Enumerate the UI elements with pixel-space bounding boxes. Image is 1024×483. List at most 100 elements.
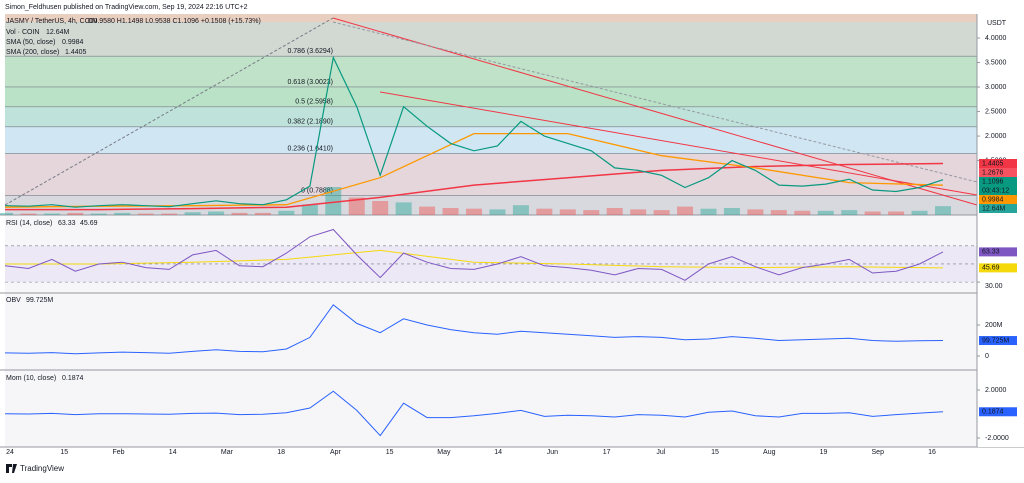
vol-value: 12.64M bbox=[46, 29, 70, 36]
sma200-value: 1.4405 bbox=[65, 49, 87, 56]
price-label: 1.2676 bbox=[982, 169, 1004, 176]
volume-bar bbox=[723, 208, 740, 215]
volume-bar bbox=[677, 206, 694, 215]
price-label: 03:43:12 bbox=[982, 187, 1009, 194]
trend-line bbox=[332, 21, 978, 183]
price-label: 0.1874 bbox=[982, 409, 1004, 416]
mom-title: Mom (10, close) bbox=[6, 375, 56, 382]
volume-bar bbox=[630, 209, 647, 215]
volume-bar bbox=[653, 210, 670, 215]
volume-bar bbox=[536, 208, 553, 215]
price-label-box bbox=[979, 263, 1017, 273]
volume-bar bbox=[442, 208, 459, 215]
volume-bar bbox=[184, 212, 201, 215]
price-label: 1.4405 bbox=[982, 160, 1004, 167]
fib-bands: 0.786 (3.6294) 0.618 (3.0023) 0.5 (2.5958)… bbox=[5, 22, 977, 215]
volume-bar bbox=[935, 206, 951, 215]
fib-label: 0 (0.7888) bbox=[301, 187, 333, 194]
rsi-ma-line bbox=[5, 249, 944, 269]
fib-top-band bbox=[5, 14, 977, 22]
fib-label: 0.786 (3.6294) bbox=[287, 48, 333, 55]
x-tick-label: Sep bbox=[872, 449, 885, 456]
volume-bar bbox=[0, 212, 13, 215]
x-tick-label: Jun bbox=[547, 449, 558, 456]
price-label-box bbox=[979, 203, 1017, 213]
x-tick-label: 15 bbox=[386, 449, 394, 456]
x-tick-label: Mar bbox=[221, 449, 234, 456]
x-tick-label: 15 bbox=[60, 449, 68, 456]
volume-bar bbox=[301, 204, 318, 215]
fib-band bbox=[5, 106, 977, 127]
axis-labels: 1.50002.00002.50003.00003.50004.00001.44… bbox=[6, 35, 1017, 456]
currency: USDT bbox=[987, 20, 1007, 27]
price-line bbox=[4, 55, 944, 208]
price-label-box bbox=[979, 336, 1017, 346]
volume-bar bbox=[20, 213, 37, 215]
price-label: 63.33 bbox=[982, 249, 1000, 256]
header-bar bbox=[0, 0, 1024, 14]
volume-bar bbox=[395, 202, 412, 215]
fib-band bbox=[5, 86, 977, 107]
volume-bar bbox=[348, 197, 365, 215]
obv-title: OBV bbox=[6, 297, 21, 304]
volume-bar bbox=[466, 208, 482, 215]
y-tick-label: -2.0000 bbox=[985, 435, 1009, 442]
price-label-box bbox=[979, 247, 1017, 257]
obv-value: 99.725M bbox=[26, 297, 53, 304]
volume-bar bbox=[841, 210, 858, 215]
y-tick-label: 2.0000 bbox=[985, 387, 1007, 394]
volume-bar bbox=[817, 210, 834, 215]
volume-bar bbox=[278, 210, 295, 215]
price-axis bbox=[977, 14, 1024, 447]
obv-line bbox=[4, 304, 944, 355]
sma50-value: 0.9984 bbox=[62, 39, 84, 46]
x-tick-label: Aug bbox=[763, 449, 776, 456]
footer-bar bbox=[0, 458, 1024, 478]
price-label-box bbox=[979, 176, 1017, 186]
volume-bar bbox=[137, 213, 154, 215]
fib-band bbox=[5, 22, 977, 57]
volume-bar bbox=[43, 213, 60, 215]
volume-bar bbox=[512, 205, 529, 215]
volume-bar bbox=[864, 211, 881, 215]
volume-bar bbox=[770, 210, 787, 215]
fib-label: 0.5 (2.5958) bbox=[295, 99, 333, 106]
volume-bar bbox=[161, 213, 178, 215]
sma200-line bbox=[5, 162, 944, 211]
volume-bar bbox=[254, 212, 271, 215]
y-tick-label: 0 bbox=[985, 353, 989, 360]
x-tick-label: 14 bbox=[169, 449, 177, 456]
sma200-title: SMA (200, close) bbox=[6, 49, 59, 56]
symbol: JASMY / TetherUS, 4h, COIN bbox=[6, 18, 97, 25]
header-text: Simon_Feldhusen published on TradingView… bbox=[5, 4, 248, 11]
y-tick-label: 3.0000 bbox=[985, 84, 1007, 91]
volume-bar bbox=[325, 187, 342, 215]
volume-bar bbox=[700, 208, 717, 215]
trend-line bbox=[379, 91, 978, 196]
y-tick-label: 30.00 bbox=[985, 283, 1003, 290]
volume-bar bbox=[372, 201, 389, 215]
fib-band bbox=[5, 195, 977, 215]
plots bbox=[0, 55, 977, 437]
x-tick-label: May bbox=[437, 449, 451, 456]
volume-bar bbox=[67, 212, 84, 215]
x-tick-label: 15 bbox=[711, 449, 719, 456]
fib-label: 0.236 (1.6410) bbox=[287, 146, 333, 153]
volume-bar bbox=[911, 210, 928, 215]
price-label: 99.725M bbox=[982, 337, 1009, 344]
x-tick-label: Apr bbox=[330, 449, 342, 456]
x-tick-label: 16 bbox=[928, 449, 936, 456]
price-label-box bbox=[979, 185, 1017, 195]
y-tick-label: 4.0000 bbox=[985, 35, 1007, 42]
trend-line bbox=[4, 17, 334, 206]
y-tick-label: 3.5000 bbox=[985, 59, 1007, 66]
price-label-box bbox=[979, 407, 1017, 417]
volume-bar bbox=[90, 213, 107, 215]
fib-band bbox=[5, 126, 977, 154]
volume-bar bbox=[489, 209, 506, 215]
rsi-line bbox=[4, 228, 944, 281]
x-tick-label: 14 bbox=[494, 449, 502, 456]
y-tick-label: 2.0000 bbox=[985, 133, 1007, 140]
y-tick-label: 200M bbox=[985, 322, 1003, 329]
